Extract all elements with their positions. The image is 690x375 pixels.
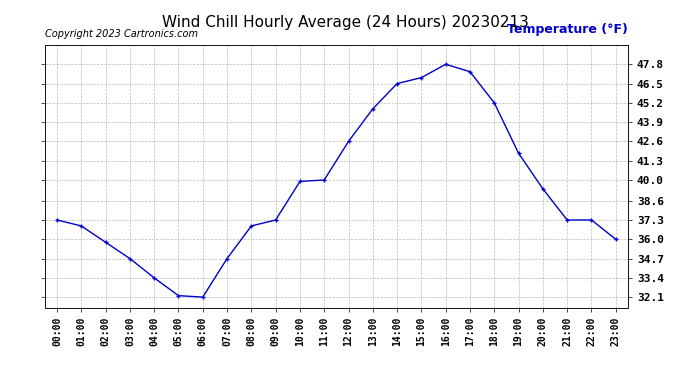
Text: Wind Chill Hourly Average (24 Hours) 20230213: Wind Chill Hourly Average (24 Hours) 202… (161, 15, 529, 30)
Text: Copyright 2023 Cartronics.com: Copyright 2023 Cartronics.com (45, 29, 198, 39)
Text: Temperature (°F): Temperature (°F) (507, 23, 628, 36)
